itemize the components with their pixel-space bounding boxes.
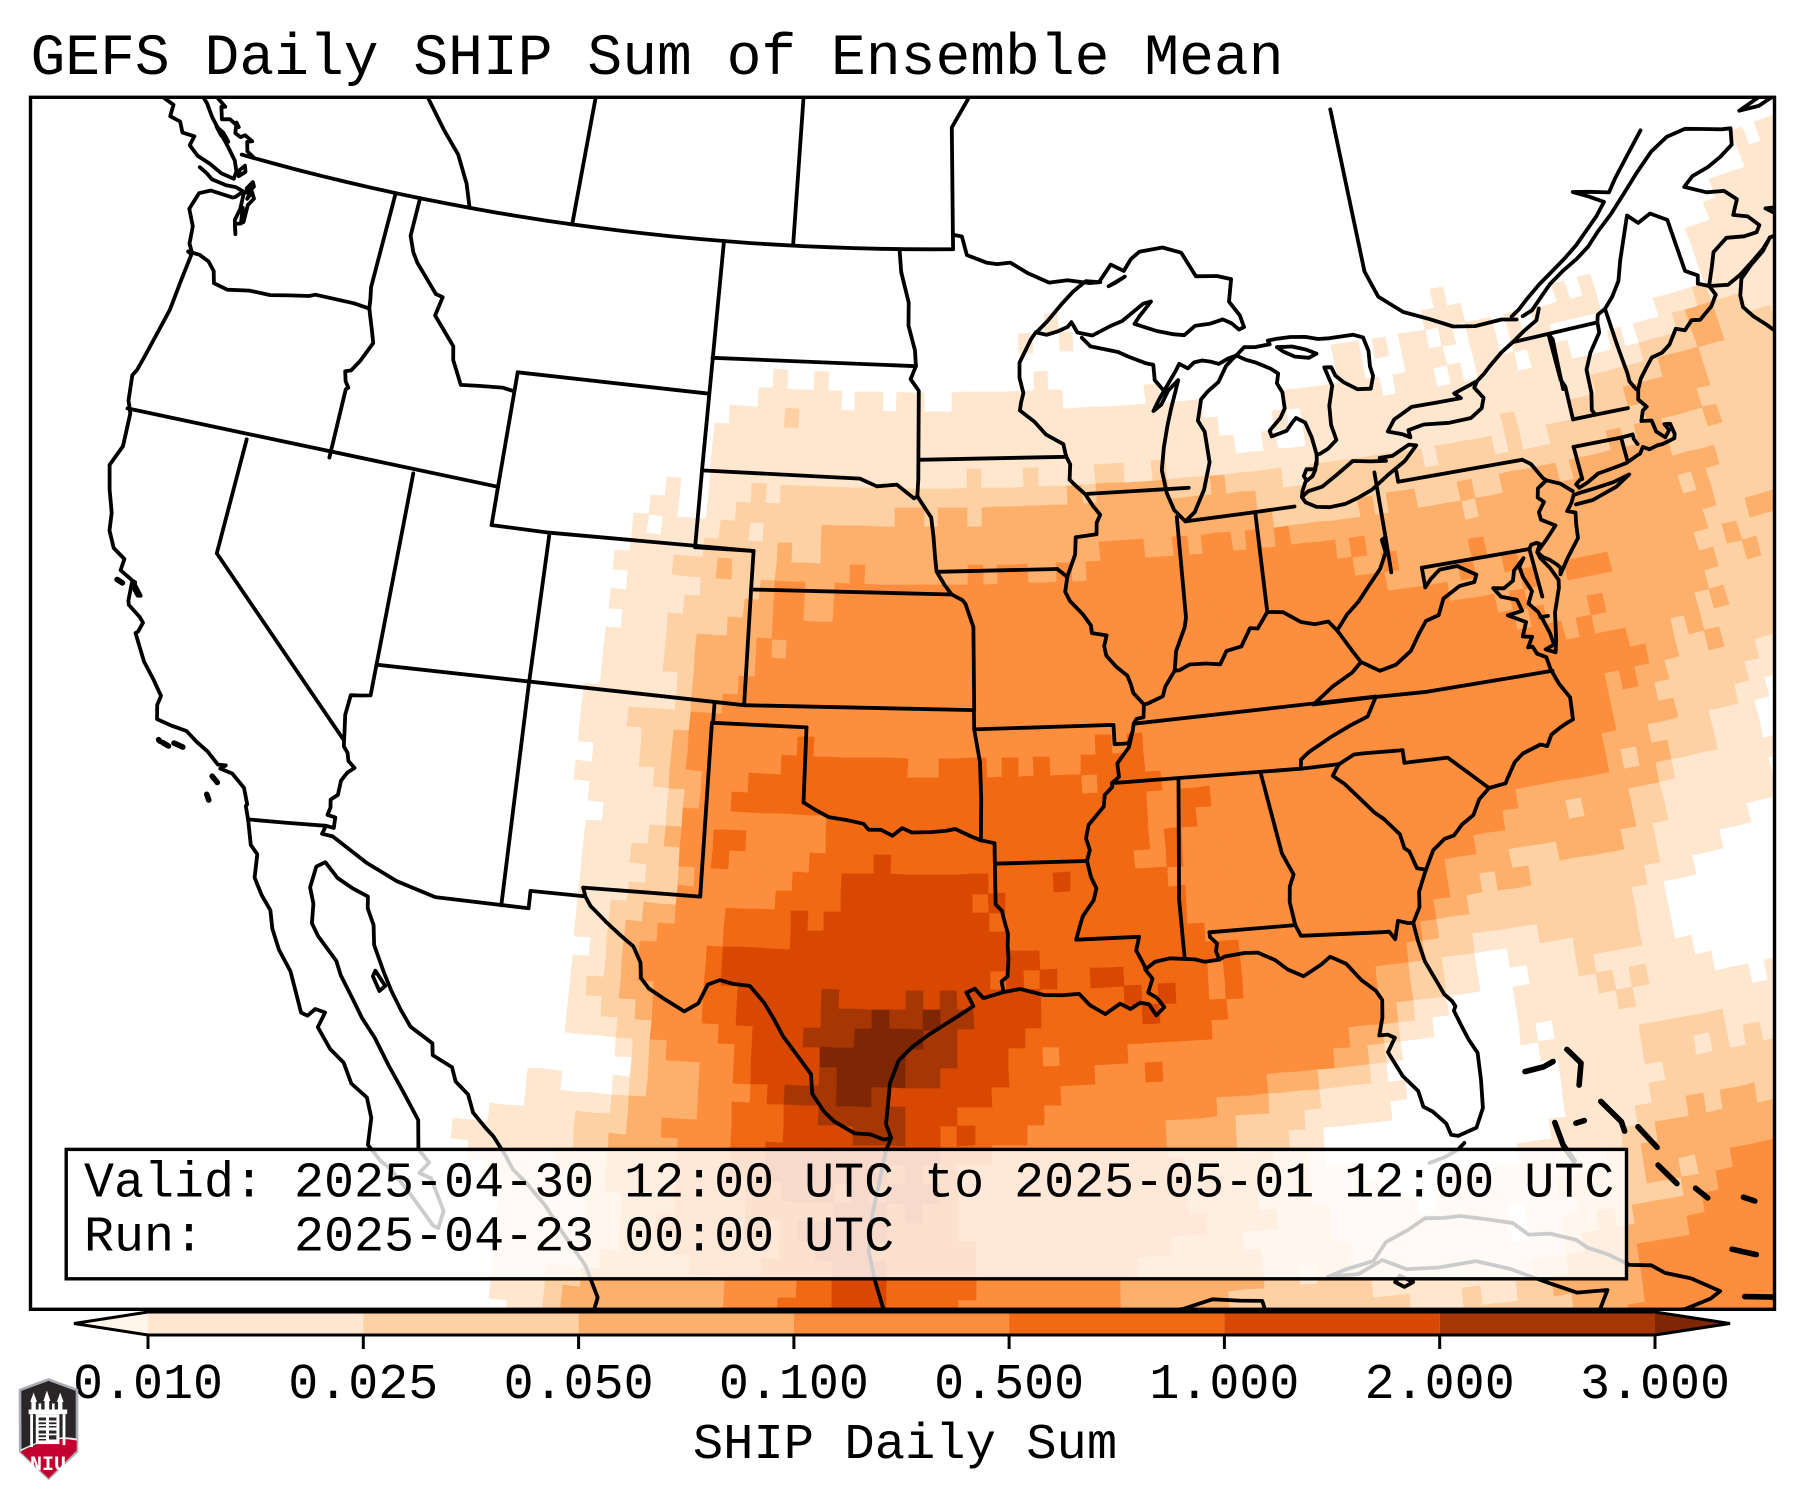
svg-text:2.000: 2.000 <box>1365 1357 1515 1414</box>
svg-text:0.010: 0.010 <box>73 1357 223 1414</box>
svg-text:Run: 2025-04-23 00:00 UTC: Run: 2025-04-23 00:00 UTC <box>84 1210 894 1267</box>
svg-text:0.500: 0.500 <box>934 1357 1084 1414</box>
svg-text:3.000: 3.000 <box>1580 1357 1730 1414</box>
svg-text:0.025: 0.025 <box>288 1357 438 1414</box>
svg-text:0.050: 0.050 <box>504 1357 654 1414</box>
svg-text:NIU: NIU <box>30 1454 66 1477</box>
svg-text:1.000: 1.000 <box>1149 1357 1299 1414</box>
svg-text:Valid: 2025-04-30 12:00 UTC to: Valid: 2025-04-30 12:00 UTC to 2025-05-0… <box>84 1156 1614 1213</box>
svg-text:0.100: 0.100 <box>719 1357 869 1414</box>
svg-text:GEFS Daily SHIP Sum of Ensembl: GEFS Daily SHIP Sum of Ensemble Mean <box>31 27 1284 92</box>
svg-text:SHIP Daily Sum: SHIP Daily Sum <box>693 1417 1117 1474</box>
